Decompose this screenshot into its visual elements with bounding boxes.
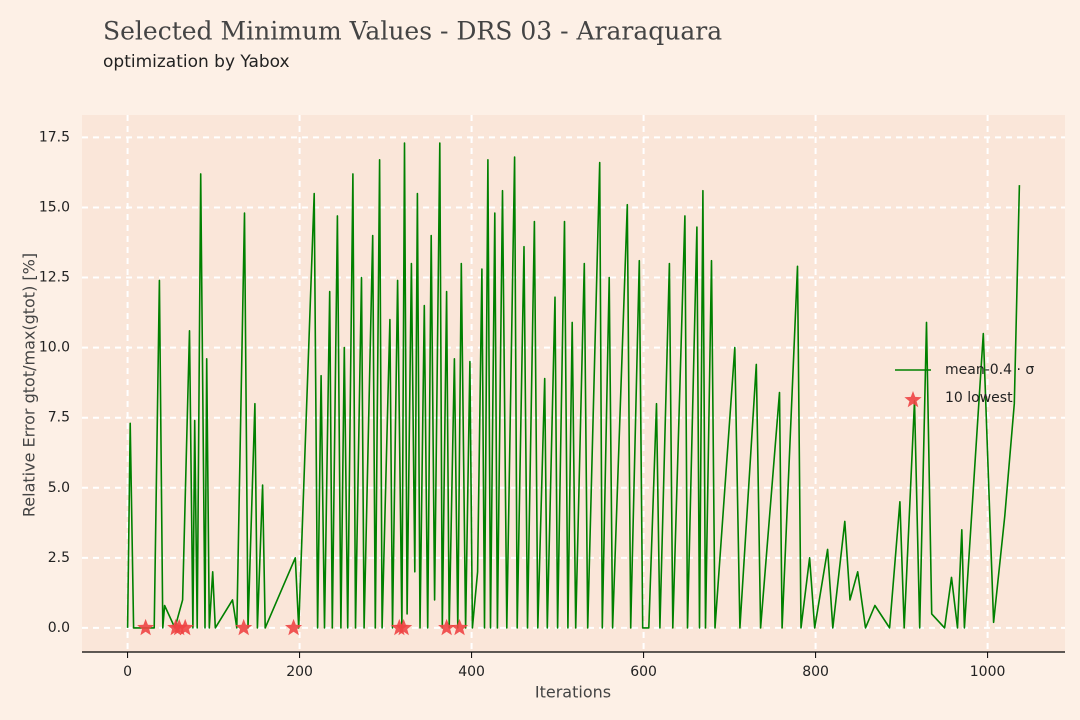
y-tick-label: 12.5 bbox=[39, 270, 70, 286]
y-axis-label: Relative Error gtot/max(gtot) [%] bbox=[20, 253, 39, 517]
star-marker bbox=[285, 618, 303, 636]
chart-title: Selected Minimum Values - DRS 03 - Arara… bbox=[103, 17, 722, 46]
y-tick-label: 2.5 bbox=[48, 550, 70, 566]
x-tick-label: 600 bbox=[630, 664, 657, 680]
y-tick-label: 15.0 bbox=[39, 199, 70, 215]
star-marker bbox=[395, 618, 413, 636]
star-marker bbox=[451, 618, 469, 636]
legend-star bbox=[904, 391, 922, 408]
x-tick-label: 0 bbox=[123, 664, 132, 680]
chart-subtitle: optimization by Yabox bbox=[103, 52, 290, 72]
data-line bbox=[126, 142, 1021, 629]
x-tick-label: 1000 bbox=[970, 664, 1006, 680]
star-marker bbox=[176, 618, 194, 636]
x-tick-label: 400 bbox=[458, 664, 485, 680]
x-tick-label: 800 bbox=[802, 664, 829, 680]
y-tick-label: 17.5 bbox=[39, 129, 70, 145]
x-axis-label: Iterations bbox=[535, 683, 611, 702]
legend-label: mean-0.4 · σ bbox=[945, 362, 1034, 378]
y-tick-label: 0.0 bbox=[48, 620, 70, 636]
y-tick-label: 5.0 bbox=[48, 480, 70, 496]
y-tick-label: 10.0 bbox=[39, 340, 70, 356]
x-tick-label: 200 bbox=[286, 664, 313, 680]
star-marker bbox=[137, 618, 155, 636]
y-tick-label: 7.5 bbox=[48, 410, 70, 426]
legend-label: 10 lowest bbox=[945, 390, 1013, 406]
star-marker bbox=[235, 618, 253, 636]
star-marker bbox=[438, 618, 456, 636]
